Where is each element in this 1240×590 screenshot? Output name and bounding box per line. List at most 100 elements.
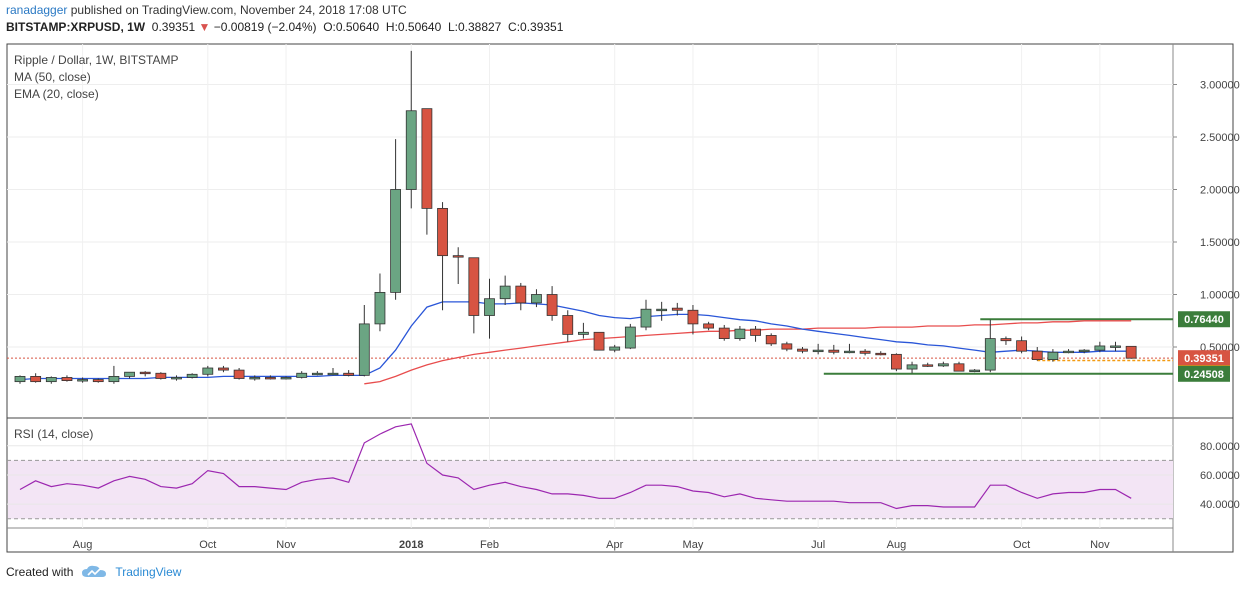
candle-body[interactable]	[687, 309, 699, 325]
candle-body[interactable]	[92, 379, 104, 383]
candle-body[interactable]	[937, 363, 949, 367]
candle-body[interactable]	[249, 377, 261, 380]
candle-body[interactable]	[828, 349, 840, 353]
candle-body[interactable]	[593, 331, 605, 351]
candle-body[interactable]	[139, 371, 151, 375]
candle-body[interactable]	[1110, 345, 1121, 348]
time-tick-label: Nov	[1090, 539, 1110, 551]
candle-body[interactable]	[484, 298, 495, 316]
price-change: −0.00819 (−2.04%)	[213, 20, 317, 34]
candle-body[interactable]	[984, 338, 996, 371]
candle-body[interactable]	[421, 108, 433, 209]
candle-body[interactable]	[765, 335, 777, 345]
candle-body[interactable]	[1000, 338, 1012, 342]
price-chart[interactable]: 3.000002.500002.000001.500001.000000.500…	[0, 0, 1240, 560]
candle-body[interactable]	[77, 379, 88, 382]
candle-body[interactable]	[922, 364, 934, 367]
time-tick-label: Apr	[606, 539, 623, 551]
candle-body[interactable]	[1125, 345, 1137, 359]
candle-body[interactable]	[155, 372, 167, 379]
candle-body[interactable]	[1063, 350, 1074, 354]
candle-body[interactable]	[781, 343, 793, 350]
candle-body[interactable]	[499, 285, 511, 300]
candle-body[interactable]	[327, 372, 339, 376]
candle-body[interactable]	[218, 367, 229, 371]
candle-body[interactable]	[14, 375, 26, 383]
candle-body[interactable]	[750, 328, 761, 336]
candle-body[interactable]	[1016, 340, 1027, 352]
candle-body[interactable]	[953, 363, 965, 372]
candle-body[interactable]	[296, 372, 308, 378]
candle-body[interactable]	[390, 189, 402, 293]
candle-body[interactable]	[671, 307, 683, 311]
price-tick-label: 1.50000	[1200, 237, 1240, 249]
candle-body[interactable]	[280, 377, 292, 380]
author-link[interactable]: ranadagger	[6, 3, 68, 17]
time-tick-label: Aug	[887, 539, 907, 551]
candle-body[interactable]	[30, 375, 42, 383]
candle-body[interactable]	[906, 364, 918, 370]
candle-body[interactable]	[797, 348, 808, 352]
candle-body[interactable]	[718, 327, 730, 340]
publish-line: ranadagger published on TradingView.com,…	[6, 3, 407, 17]
candle-body[interactable]	[405, 110, 417, 190]
candle-body[interactable]	[1031, 350, 1043, 361]
candle-body[interactable]	[578, 331, 589, 335]
candle-body[interactable]	[264, 377, 276, 380]
candle-body[interactable]	[437, 207, 448, 257]
candle-body[interactable]	[562, 315, 574, 335]
candle-body[interactable]	[546, 294, 558, 316]
candle-body[interactable]	[468, 257, 480, 316]
candle-body[interactable]	[311, 372, 323, 376]
candle-body[interactable]	[624, 326, 636, 349]
tradingview-link[interactable]: TradingView	[115, 565, 182, 579]
candle-body[interactable]	[1047, 351, 1059, 360]
symbol-name: BITSTAMP:XRPUSD, 1W	[6, 20, 146, 34]
last-price: 0.39351	[151, 20, 196, 34]
candle-body[interactable]	[734, 328, 746, 339]
candle-body[interactable]	[108, 375, 120, 383]
ema-legend: EMA (20, close)	[14, 87, 99, 101]
candle-body[interactable]	[703, 323, 714, 329]
candle-body[interactable]	[45, 377, 57, 383]
price-tick-label: 1.00000	[1200, 290, 1240, 302]
candle-body[interactable]	[124, 371, 135, 377]
rsi-tick-label: 60.0000	[1200, 470, 1240, 482]
time-tick-label: Jul	[811, 539, 825, 551]
candle-body[interactable]	[891, 353, 902, 370]
chart-frame	[6, 43, 1234, 553]
price-tick-label: 2.00000	[1200, 185, 1240, 197]
candle-body[interactable]	[61, 377, 73, 382]
candle-body[interactable]	[1078, 349, 1090, 353]
candle-body[interactable]	[875, 352, 887, 356]
low-value: L:0.38827	[447, 20, 502, 34]
candle-body[interactable]	[1094, 345, 1106, 351]
open-value: O:0.50640	[323, 20, 380, 34]
footer: Created with TradingView	[6, 565, 181, 579]
tradingview-cloud-icon	[82, 565, 107, 577]
candle-body[interactable]	[844, 350, 855, 354]
rsi-line	[19, 423, 1132, 510]
symbol-line: BITSTAMP:XRPUSD, 1W 0.39351 ▼ −0.00819 (…	[6, 20, 563, 34]
candle-body[interactable]	[452, 255, 464, 258]
candle-body[interactable]	[656, 308, 668, 312]
candle-body[interactable]	[186, 373, 198, 378]
chart-title: Ripple / Dollar, 1W, BITSTAMP	[14, 53, 179, 67]
candle-body[interactable]	[531, 294, 542, 304]
candle-body[interactable]	[859, 350, 871, 354]
candle-body[interactable]	[343, 372, 355, 376]
candle-body[interactable]	[202, 367, 214, 375]
last-price-badge	[1178, 350, 1230, 367]
rsi-tick-label: 40.0000	[1200, 499, 1240, 511]
high-value: H:0.50640	[385, 20, 442, 34]
candle-body[interactable]	[374, 291, 386, 325]
candle-body[interactable]	[358, 323, 370, 376]
candle-body[interactable]	[609, 346, 621, 351]
candle-body[interactable]	[515, 285, 527, 304]
candle-body[interactable]	[812, 349, 824, 353]
price-tick-label: 2.50000	[1200, 132, 1240, 144]
candle-body[interactable]	[969, 369, 981, 373]
candle-body[interactable]	[171, 377, 182, 380]
candle-body[interactable]	[233, 369, 245, 379]
candle-body[interactable]	[640, 308, 652, 328]
